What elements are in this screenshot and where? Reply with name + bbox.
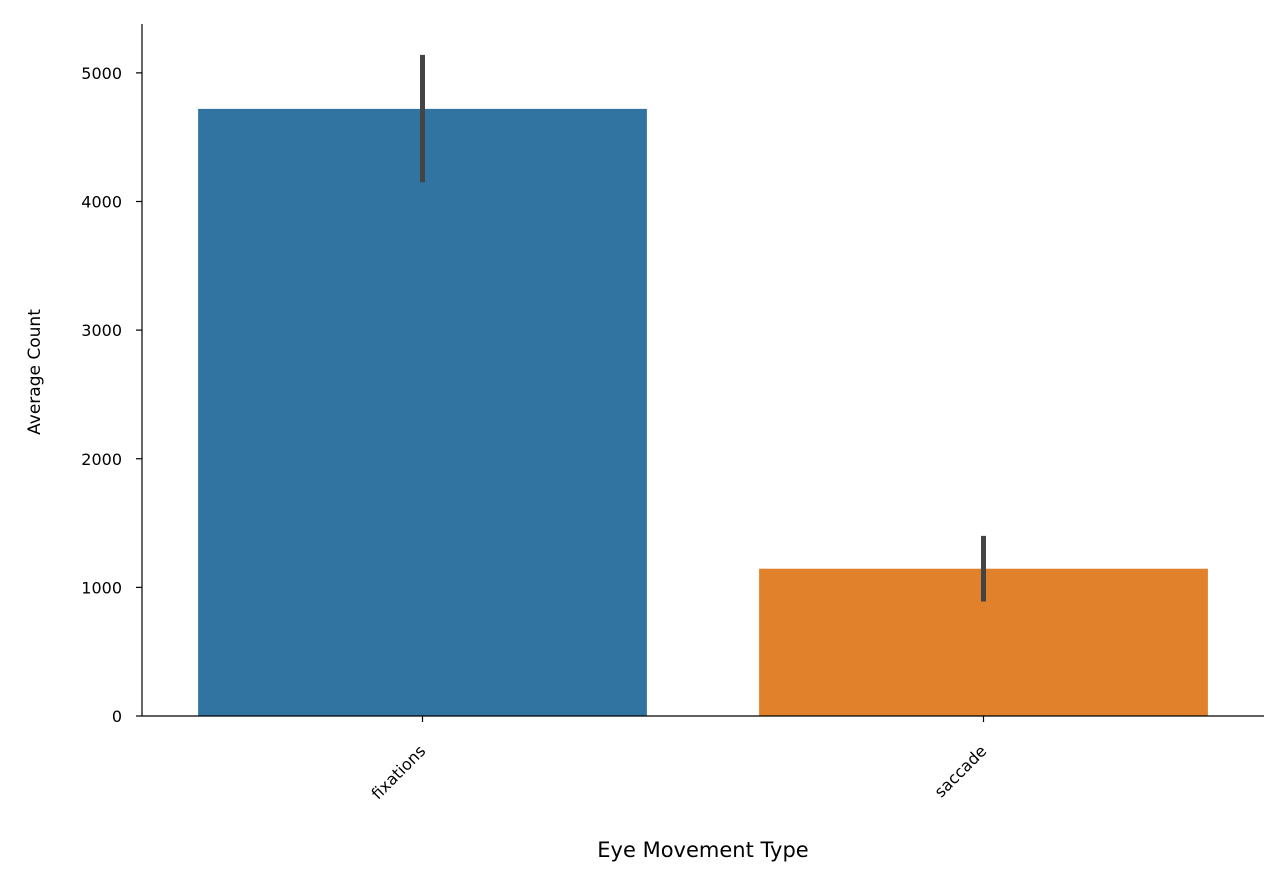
- bar-fixations: [198, 108, 647, 716]
- bars: [198, 108, 1208, 716]
- y-tick-label: 5000: [81, 64, 122, 83]
- y-ticks: 0 1000 2000 3000 4000 5000: [81, 64, 142, 726]
- y-tick-label: 2000: [81, 450, 122, 469]
- x-tick-label: saccade: [931, 741, 991, 801]
- x-axis-label: Eye Movement Type: [597, 838, 808, 862]
- y-tick-label: 0: [112, 707, 122, 726]
- y-tick-label: 3000: [81, 321, 122, 340]
- error-bars: [420, 54, 986, 602]
- y-tick-label: 1000: [81, 578, 122, 597]
- x-tick-label: fixations: [368, 741, 430, 803]
- y-axis-label: Average Count: [25, 309, 45, 435]
- y-tick-label: 4000: [81, 193, 122, 212]
- x-ticks: fixations saccade: [368, 716, 991, 803]
